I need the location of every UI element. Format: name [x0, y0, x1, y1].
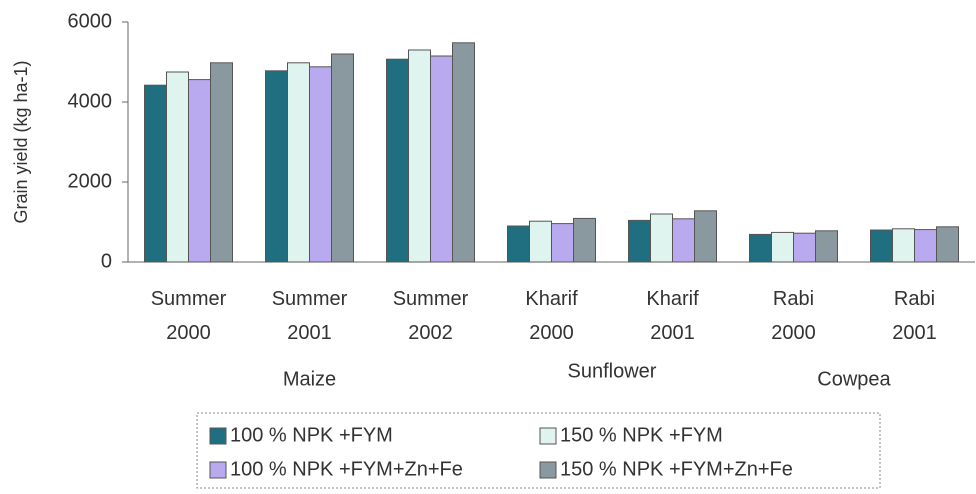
bar: [914, 229, 937, 263]
bar: [771, 231, 794, 263]
bar: [892, 228, 915, 263]
y-tick-label: 4000: [68, 90, 113, 112]
y-tick-label: 6000: [68, 10, 113, 32]
legend-label: 100 % NPK +FYM: [230, 424, 393, 446]
legend-swatch: [539, 427, 557, 445]
legend-label: 100 % NPK +FYM+Zn+Fe: [230, 458, 463, 480]
bar: [331, 53, 354, 263]
bar: [265, 70, 288, 263]
legend-swatch: [209, 427, 227, 445]
bar: [672, 218, 695, 263]
bar: [749, 233, 772, 263]
legend-box: [196, 412, 881, 489]
legend-swatch: [209, 461, 227, 479]
bar: [870, 229, 893, 263]
bar: [573, 217, 596, 263]
legend-label: 150 % NPK +FYM: [560, 424, 723, 446]
bar: [309, 66, 332, 263]
bar: [386, 58, 409, 263]
bar: [188, 79, 211, 263]
bar: [430, 55, 453, 263]
y-axis-label: Grain yield (kg ha-1): [11, 60, 31, 223]
bar: [529, 220, 552, 263]
x-tick-label: Summer 2002: [393, 288, 469, 344]
bar: [452, 42, 475, 263]
group-label: Cowpea: [817, 368, 891, 390]
group-label: Maize: [283, 368, 336, 390]
bar: [408, 49, 431, 263]
x-tick-label: Summer 2000: [151, 288, 227, 344]
legend-swatch: [539, 461, 557, 479]
x-tick-label: Rabi 2001: [892, 288, 937, 344]
x-tick-label: Rabi 2000: [771, 288, 816, 344]
x-tick-label: Kharif 2000: [525, 288, 578, 344]
group-label: Sunflower: [568, 360, 657, 382]
legend-label: 150 % NPK +FYM+Zn+Fe: [560, 458, 793, 480]
y-tick-label: 2000: [68, 170, 113, 192]
bar: [287, 62, 310, 263]
bar: [551, 223, 574, 263]
bar: [507, 225, 530, 263]
bar: [793, 232, 816, 263]
y-tick-label: 0: [101, 250, 112, 272]
x-tick-label: Summer 2001: [272, 288, 348, 344]
bar: [628, 219, 651, 263]
bar: [166, 71, 189, 263]
bar: [694, 210, 717, 263]
x-tick-label: Kharif 2001: [646, 288, 699, 344]
bar: [936, 226, 959, 263]
bar: [210, 62, 233, 263]
bar: [144, 84, 167, 263]
bar: [815, 230, 838, 263]
bar: [650, 213, 673, 263]
